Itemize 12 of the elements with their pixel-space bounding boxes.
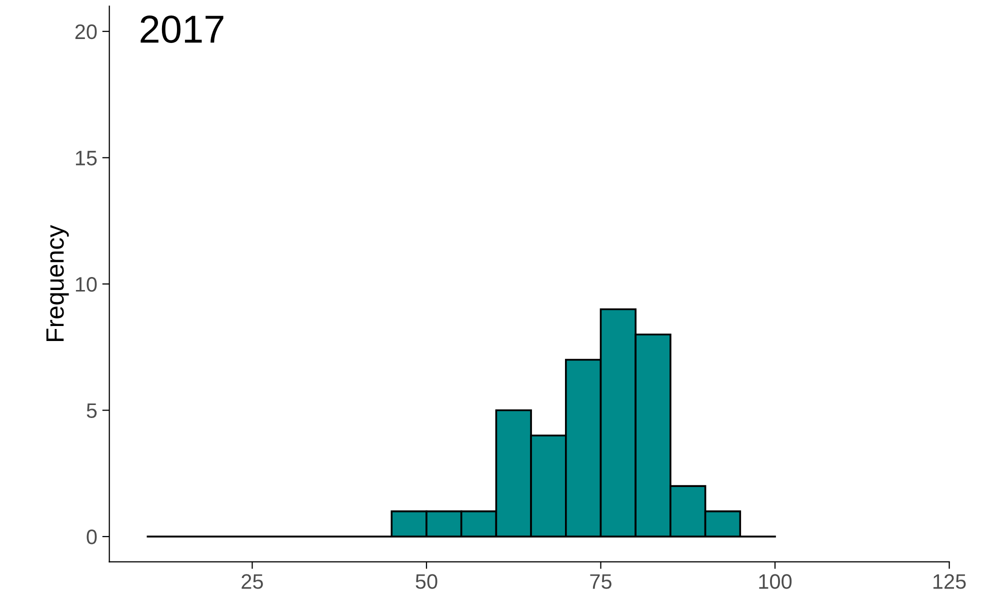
y-axis-title: Frequency bbox=[46, 224, 69, 341]
y-tick-label: 10 bbox=[76, 276, 97, 292]
y-tick-label: 15 bbox=[76, 150, 97, 166]
x-tick-label: 50 bbox=[416, 574, 438, 589]
x-tick-label: 125 bbox=[933, 574, 966, 589]
y-tick-label: 5 bbox=[86, 403, 97, 418]
x-tick-label: 75 bbox=[590, 574, 612, 589]
chart-title: 2017 bbox=[140, 16, 224, 44]
y-tick-label: 0 bbox=[86, 530, 97, 544]
x-tick-label: 25 bbox=[242, 574, 263, 589]
x-tick-label: 100 bbox=[759, 574, 792, 589]
y-tick-label: 20 bbox=[75, 24, 97, 40]
